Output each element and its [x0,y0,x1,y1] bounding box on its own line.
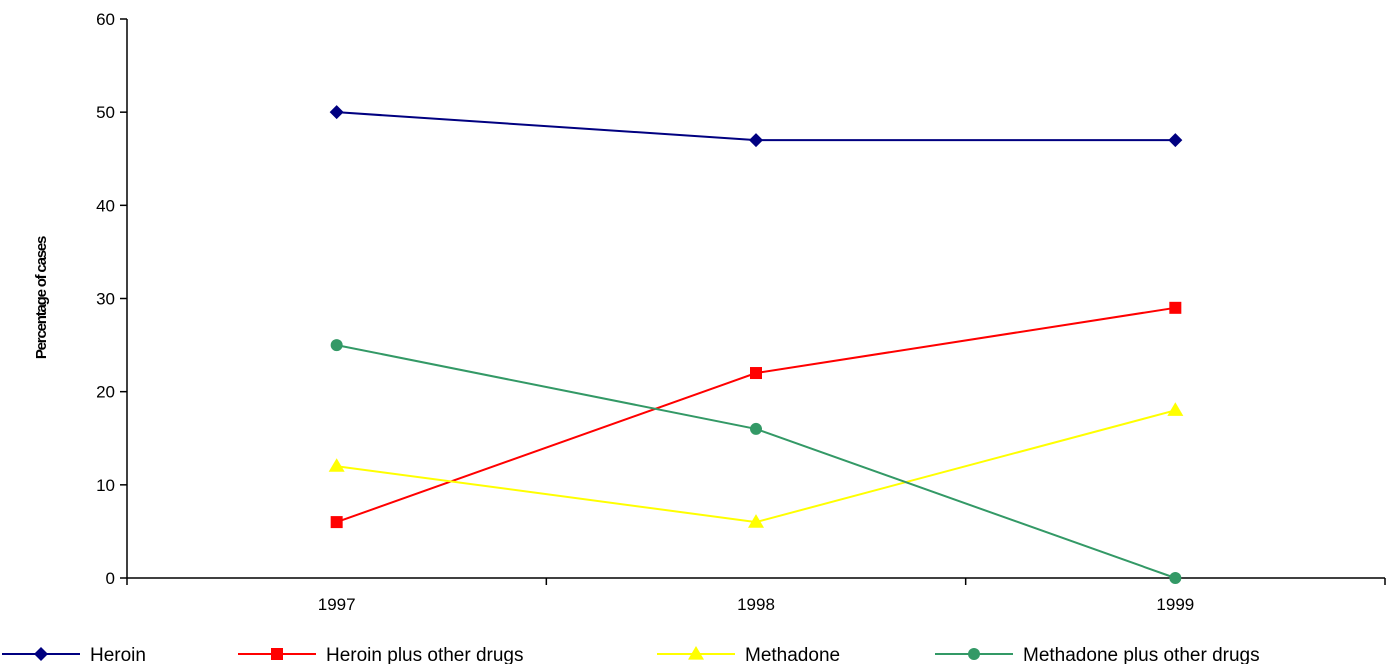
y-axis: 0 10 20 30 40 50 60 [96,10,128,588]
data-point [328,458,345,472]
y-axis-title: Percentage of cases [33,236,50,359]
legend-item: Methadone plus other drugs [935,645,1260,664]
series-2 [328,402,1184,528]
data-point [330,516,343,529]
legend: Heroin Heroin plus other drugs Methadone Me… [2,645,1260,664]
legend-marker [968,648,980,660]
data-point [750,422,762,435]
series-0 [329,105,1183,148]
series-3 [330,339,1182,584]
legend-label: Heroin plus other drugs [326,645,524,664]
x-tick-label: 1998 [737,595,775,614]
legend-marker [34,647,48,661]
x-tick-label: 1997 [318,595,356,614]
y-tick-label: 60 [96,10,115,29]
x-tick-label: 1999 [1156,595,1194,614]
data-point [1169,301,1182,314]
data-point [1167,402,1184,416]
legend-item: Methadone [657,645,840,664]
y-tick-label: 40 [96,196,115,215]
legend-item: Heroin plus other drugs [238,645,524,664]
data-point [749,133,763,148]
y-tick-label: 30 [96,290,115,309]
y-tick-label: 20 [96,383,115,402]
series-1 [330,301,1182,529]
y-tick-label: 50 [96,103,115,122]
legend-label: Methadone plus other drugs [1023,645,1260,664]
y-tick-label: 0 [106,569,115,588]
series-line [336,344,1176,579]
legend-item: Heroin [2,645,146,664]
series-line [336,306,1176,524]
data-point [748,514,764,528]
series-layer [328,105,1184,584]
data-point [1168,133,1183,148]
data-point [1169,572,1182,584]
legend-label: Heroin [90,645,146,664]
data-point [750,367,762,380]
data-point [329,105,344,120]
x-axis: 1997 1998 1999 [126,577,1386,614]
legend-marker [688,646,704,660]
legend-marker [271,648,283,660]
data-point [330,339,343,352]
legend-label: Methadone [745,645,840,664]
y-tick-label: 10 [96,476,115,495]
